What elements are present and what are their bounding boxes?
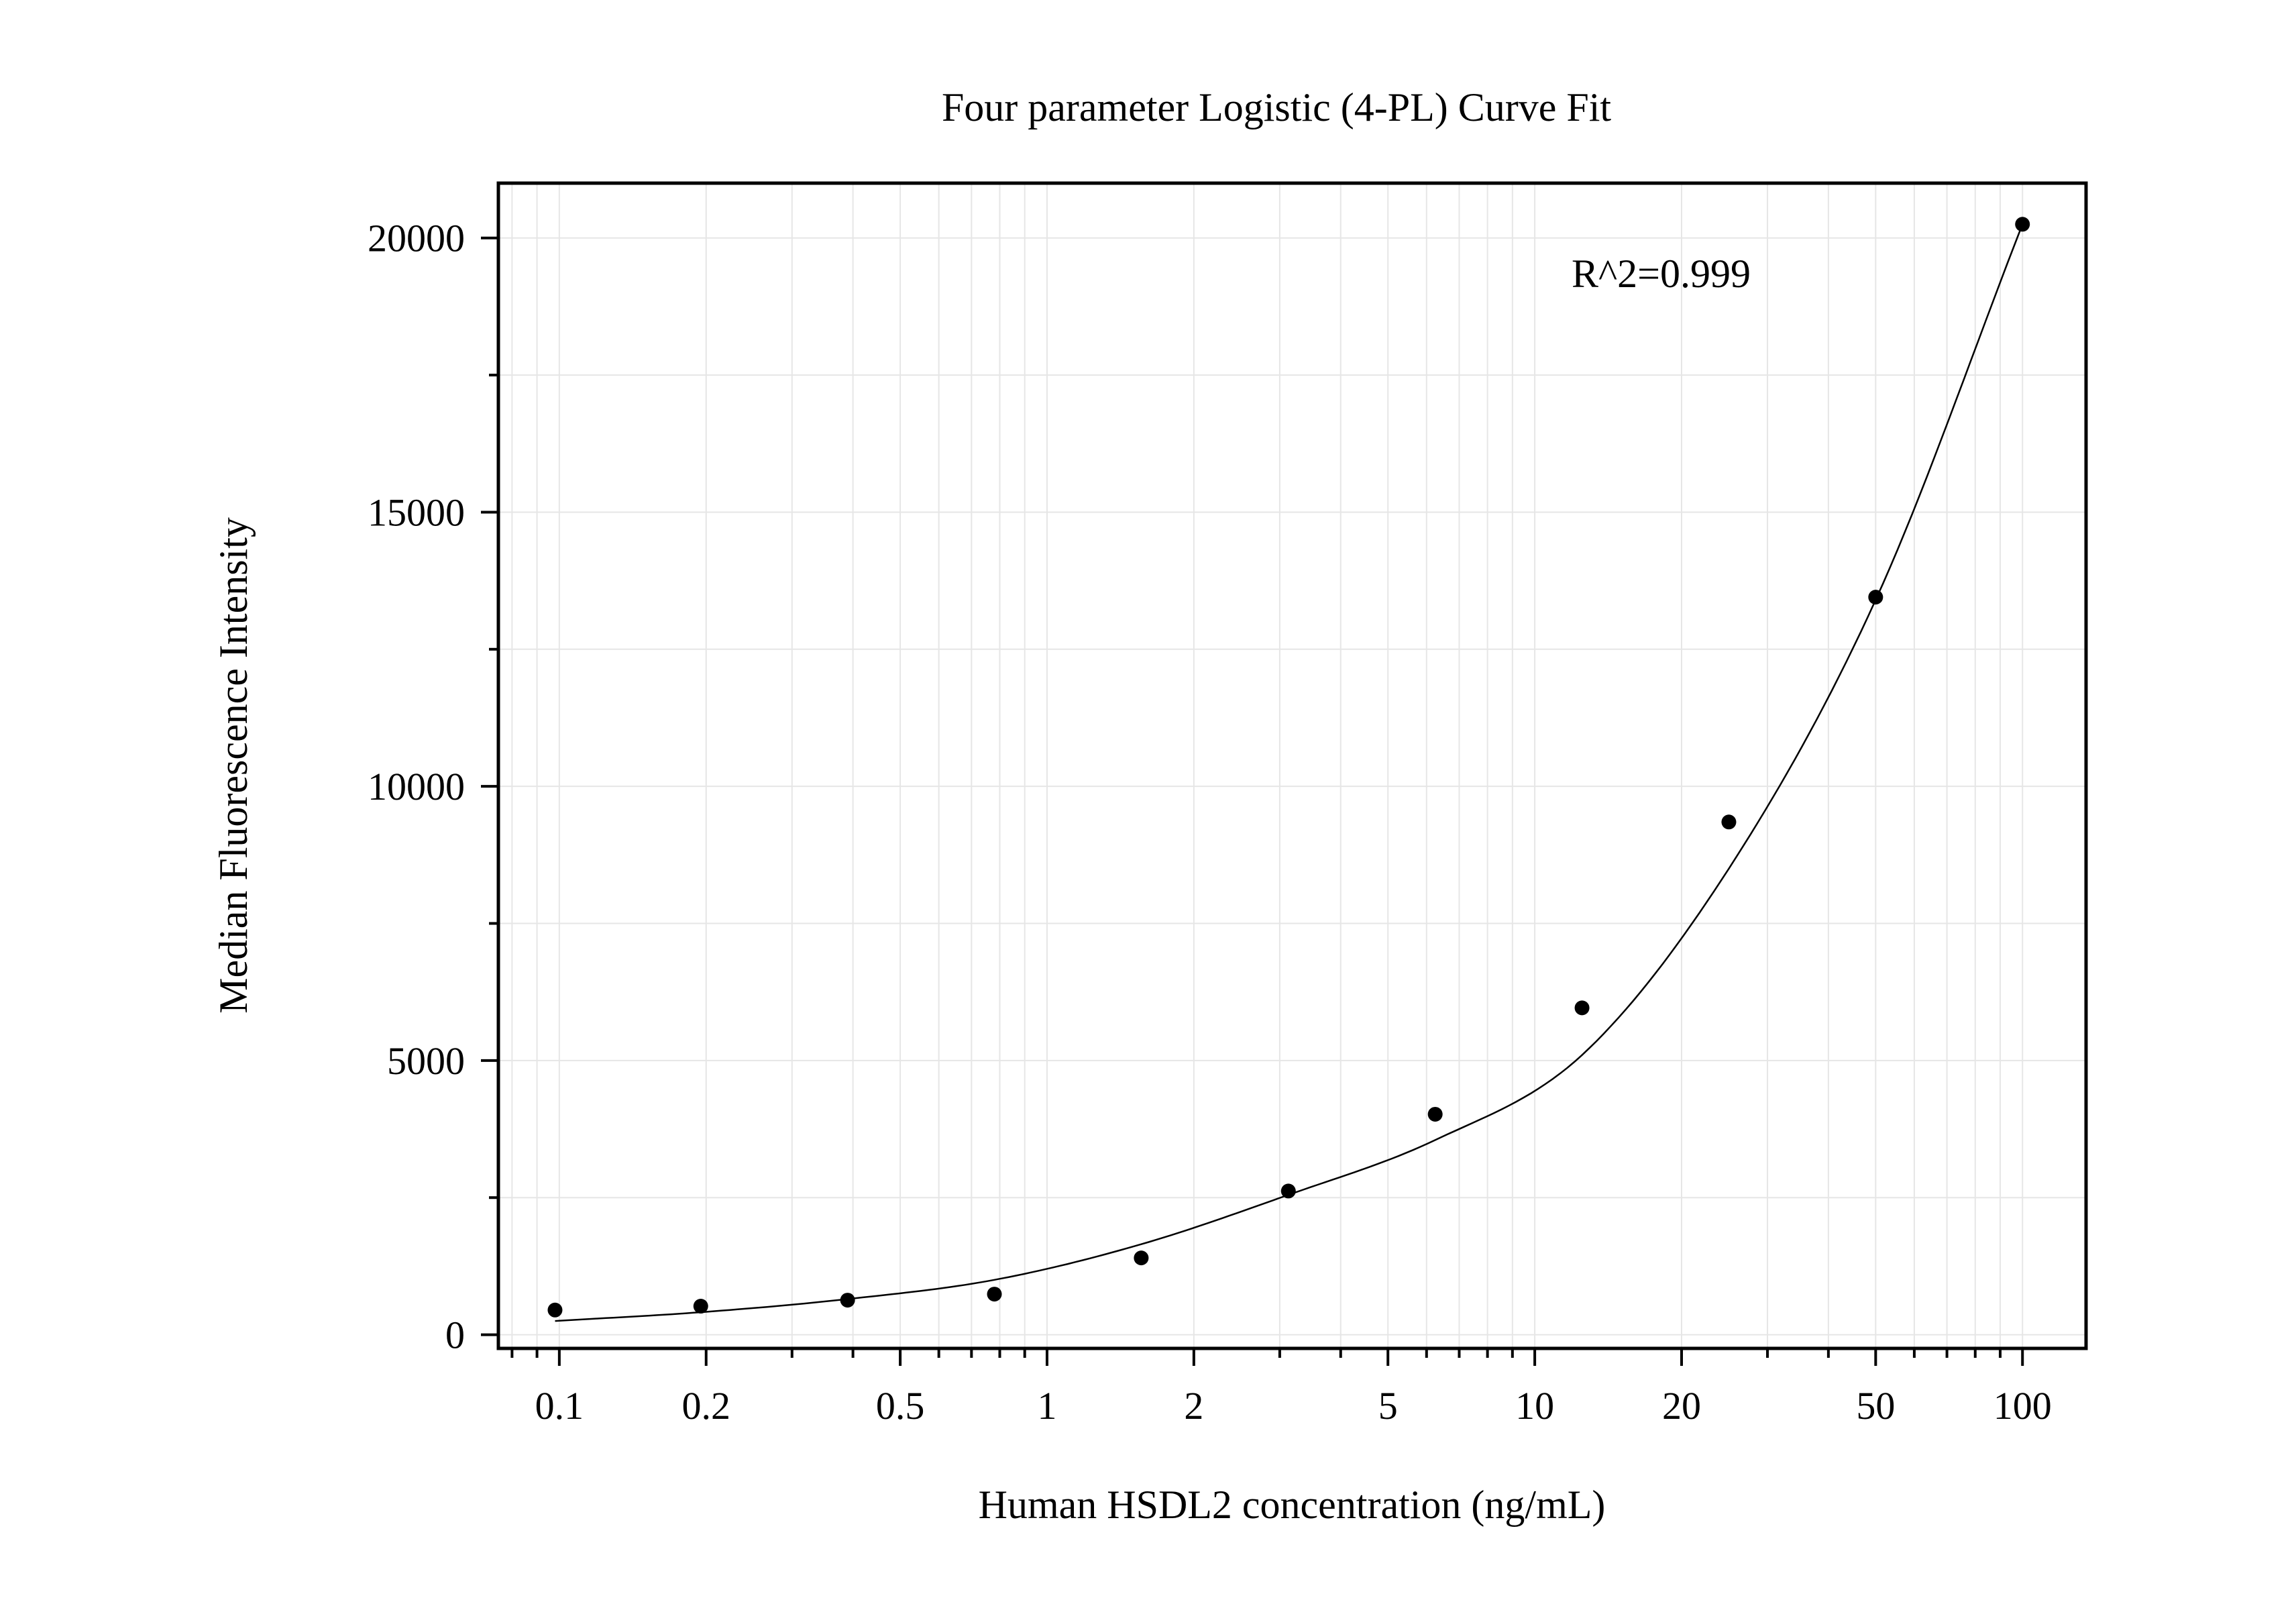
x-tick-label: 0.1 [535,1384,584,1428]
data-point [1280,1183,1296,1199]
x-tick-label: 20 [1662,1384,1701,1428]
data-point [2015,217,2030,232]
data-point [1868,590,1883,605]
y-tick-label: 10000 [368,765,465,808]
y-tick-labels: 0 5000 10000 15000 20000 [368,217,465,1357]
data-point [1134,1250,1149,1266]
x-tick-label: 5 [1378,1384,1398,1428]
x-tick-label: 0.2 [681,1384,730,1428]
x-tick-label: 10 [1515,1384,1554,1428]
grid-lines [498,183,2086,1348]
y-tick-label: 15000 [368,490,465,534]
x-tick-label: 0.5 [876,1384,925,1428]
data-point [1721,814,1737,830]
y-axis-label: Median Fluorescence Intensity [211,517,256,1014]
x-tick-label: 50 [1856,1384,1895,1428]
r-squared-annotation: R^2=0.999 [1572,252,1751,296]
y-tick-label: 0 [445,1314,465,1357]
x-tick-label: 100 [1993,1384,2052,1428]
data-point [547,1302,563,1318]
data-point [840,1293,855,1308]
x-tick-label: 2 [1184,1384,1203,1428]
data-point [987,1287,1002,1302]
x-tick-labels: 0.1 0.2 0.5 1 2 5 10 20 50 100 [535,1384,2052,1428]
x-tick-label: 1 [1037,1384,1056,1428]
data-points [547,217,2030,1318]
data-point [1427,1106,1443,1122]
y-tick-label: 5000 [387,1039,465,1083]
chart-title: Four parameter Logistic (4-PL) Curve Fit [942,85,1611,129]
x-axis-label: Human HSDL2 concentration (ng/mL) [979,1483,1606,1527]
y-tick-label: 20000 [368,217,465,260]
data-point [693,1299,708,1314]
plot-frame [496,181,2088,1350]
fit-curve [555,223,2024,1322]
data-point [1574,1000,1590,1016]
axis-ticks [481,236,2024,1366]
